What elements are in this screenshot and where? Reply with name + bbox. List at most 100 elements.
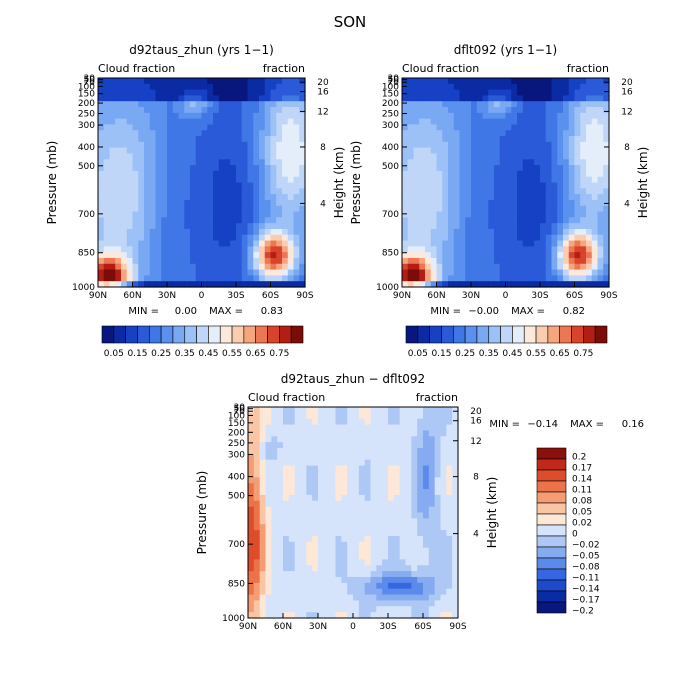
heatmap-cell [98,211,105,218]
heatmap-cell [293,257,300,265]
heatmap-cell [271,430,278,437]
heatmap-cell [201,141,208,149]
heatmap-cell [230,165,237,172]
heatmap-cell [563,170,570,178]
heatmap-cell [230,107,237,114]
heatmap-cell [511,211,518,218]
heatmap-cell [574,159,581,166]
heatmap-cell [144,130,151,137]
heatmap-cell [551,182,558,189]
heatmap-cell [551,95,558,102]
heatmap-cell [511,176,518,184]
heatmap-cell [213,269,220,276]
heatmap-cell [436,223,443,230]
heatmap-cell [172,159,180,166]
heatmap-cell [580,89,587,97]
heatmap-cell [448,275,455,282]
heatmap-cell [358,430,366,437]
heatmap-cell [270,182,277,189]
heatmap-cell [591,118,599,126]
heatmap-cell [132,240,139,247]
heatmap-cell [488,101,495,108]
heatmap-cell [172,252,180,259]
heatmap-cell [329,430,337,437]
heatmap-cell [358,547,366,555]
heatmap-cell [370,535,377,543]
heatmap-cell [201,257,208,265]
heatmap-cell [591,205,599,213]
heatmap-cell [436,275,443,282]
heatmap-cell [511,147,518,155]
heatmap-cell [247,234,254,242]
heatmap-cell [353,576,360,584]
heatmap-cell [563,130,570,137]
heatmap-cell [459,246,466,253]
heatmap-cell [453,170,461,178]
heatmap-cell [277,430,284,437]
heatmap-cell [423,594,430,602]
heatmap-cell [494,118,501,126]
heatmap-cell [446,541,453,549]
heatmap-cell [452,565,459,572]
heatmap-cell [402,240,409,247]
heatmap-cell [213,234,220,242]
heatmap-cell [580,194,587,201]
heatmap-cell [276,228,283,236]
heatmap-cell [574,246,581,253]
heatmap-cell [341,524,348,531]
x-tick-label: 0 [199,291,205,301]
heatmap-cell [299,269,306,276]
heatmap-cell [580,281,587,288]
heatmap-cell [248,518,255,525]
heatmap-cell [574,176,581,184]
y2-axis-label: Height (km) [485,477,499,548]
heatmap-cell [540,112,547,120]
colorbar-label: 0.45 [198,349,218,359]
heatmap-cell [178,234,185,242]
heatmap-cell [407,257,415,265]
heatmap-cell [494,89,501,97]
heatmap-cell [499,223,507,230]
heatmap-cell [335,471,342,478]
heatmap-cell [276,188,283,195]
heatmap-cell [149,147,157,155]
heatmap-cell [335,565,342,572]
heatmap-cell [440,582,447,590]
heatmap-cell [494,234,501,242]
heatmap-cell [312,588,319,596]
heatmap-cell [276,130,283,137]
heatmap-cell [276,147,283,155]
heatmap-cell [138,257,145,265]
heatmap-cell [271,407,278,414]
heatmap-cell [574,78,581,85]
heatmap-cell [488,89,495,97]
heatmap-cell [109,136,116,143]
heatmap-cell [465,275,472,282]
heatmap-cell [218,182,226,189]
heatmap-cell [126,281,134,288]
heatmap-cell [448,194,455,201]
heatmap-cell [471,159,478,166]
heatmap-cell [453,153,461,160]
heatmap-cell [407,165,415,172]
heatmap-cell [434,506,442,514]
heatmap-cell [597,153,604,160]
heatmap-cell [341,477,348,484]
heatmap-cell [236,83,243,91]
heatmap-cell [161,83,168,91]
heatmap-cell [247,83,254,91]
heatmap-cell [149,83,157,91]
heatmap-cell [419,153,426,160]
heatmap-cell [144,83,151,91]
heatmap-cell [259,600,267,607]
heatmap-cell [459,141,466,149]
heatmap-cell [161,159,168,166]
heatmap-cell [413,234,420,242]
y-tick-label: 300 [382,121,399,131]
heatmap-cell [505,159,512,166]
heatmap-cell [294,430,302,437]
heatmap-cell [230,234,237,242]
heatmap-cell [476,199,484,207]
heatmap-cell [149,223,157,230]
heatmap-cell [528,170,535,178]
